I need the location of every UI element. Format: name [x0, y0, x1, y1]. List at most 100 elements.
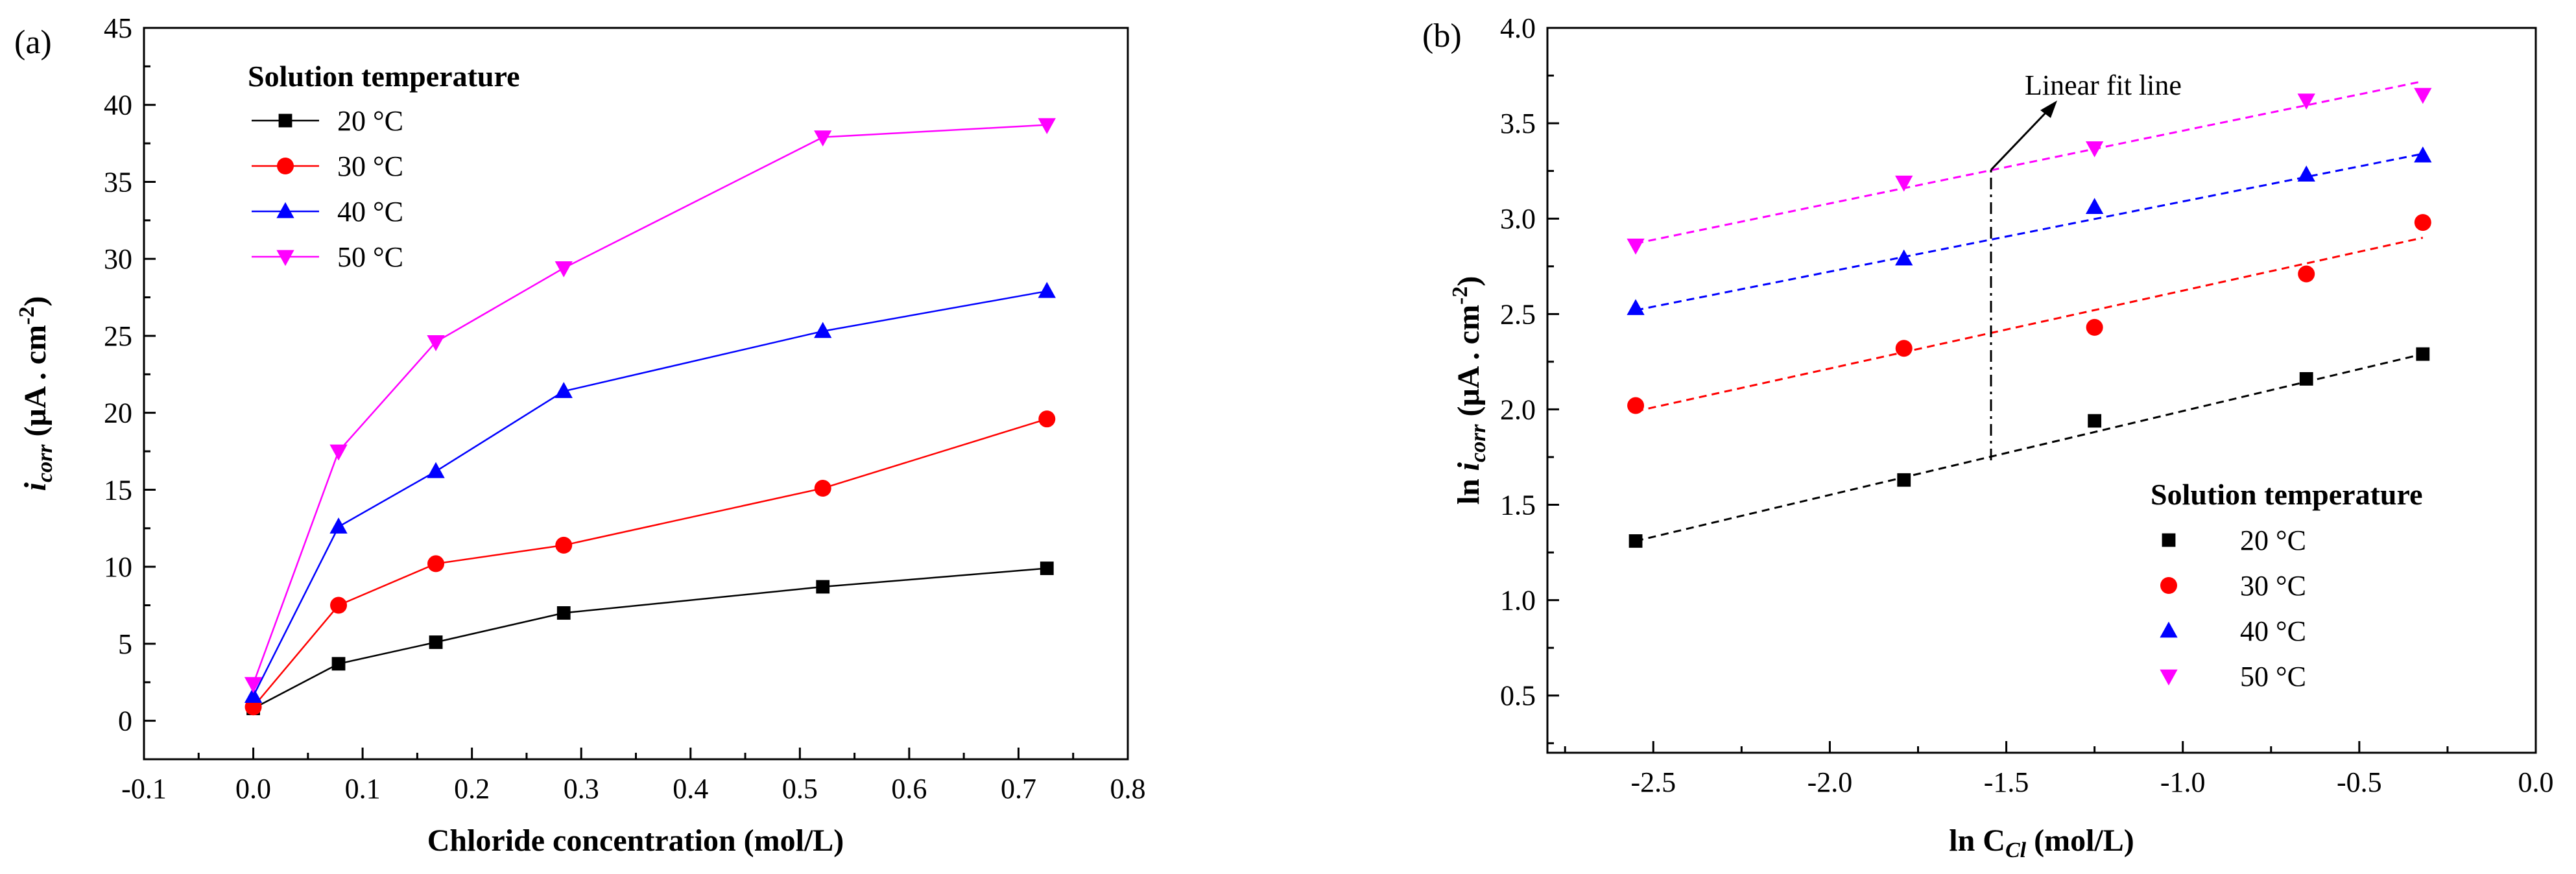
chart-b-legend-marker [2160, 669, 2178, 686]
chart-b-y-tick-label: 4.0 [1500, 12, 1536, 44]
chart-a-data-point [244, 677, 263, 693]
chart-a-y-tick-label: 0 [118, 705, 132, 737]
chart-b: (b) ln CCl (mol/L) ln icorr (μA . cm-2) … [1422, 12, 2554, 862]
chart-a-data-point [331, 657, 346, 671]
chart-b-data-point [2414, 146, 2432, 163]
chart-a-data-point [555, 261, 573, 278]
chart-b-legend-label: 30 °C [2240, 570, 2306, 602]
chart-b-data-point [1897, 473, 1911, 487]
chart-a-y-tick-label: 10 [104, 551, 132, 583]
chart-a-data-point [1038, 281, 1056, 298]
chart-b-y-tick-label: 1.0 [1500, 585, 1536, 617]
chart-b-legend-label: 40 °C [2240, 615, 2306, 647]
chart-b-legend-label: 50 °C [2240, 661, 2306, 692]
chart-a-legend-marker [278, 113, 292, 128]
chart-b-data-point [2298, 265, 2315, 283]
chart-b-legend-label: 20 °C [2240, 525, 2306, 556]
chart-a-y-tick-label: 35 [104, 166, 132, 198]
chart-a-data-point [329, 444, 348, 461]
chart-b-data-point [1895, 249, 1913, 266]
chart-a-x-tick-label: 0.7 [1001, 773, 1036, 805]
chart-a-data-point [427, 462, 445, 478]
chart-b-data-point [2085, 198, 2104, 214]
chart-a-y-tick-label: 15 [104, 474, 132, 506]
chart-a-x-axis-label: Chloride concentration (mol/L) [427, 823, 844, 858]
chart-a-y-tick-label: 40 [104, 89, 132, 121]
chart-a-data-point [814, 130, 832, 147]
chart-b-data-point [1627, 299, 1645, 315]
chart-a-legend-label: 20 °C [337, 105, 403, 137]
chart-b-data-point [2086, 318, 2103, 336]
chart-a-x-tick-label: 0.6 [891, 773, 927, 805]
chart-a-legend-title: Solution temperature [248, 60, 520, 93]
chart-b-x-tick-label: -1.0 [2160, 766, 2206, 798]
chart-a-legend-marker [276, 250, 294, 266]
chart-b-y-tick-label: 0.5 [1500, 680, 1536, 712]
chart-b-annotation-arrowhead [2040, 100, 2057, 118]
chart-b-y-tick-label: 2.0 [1500, 394, 1536, 425]
chart-a-legend-label: 40 °C [337, 196, 403, 228]
chart-a-data-point [429, 635, 443, 649]
chart-a-y-tick-label: 30 [104, 243, 132, 275]
chart-a-x-tick-label: 0.1 [345, 773, 381, 805]
chart-a-x-tick-label: 0.5 [782, 773, 818, 805]
chart-b-x-tick-label: -0.5 [2337, 766, 2382, 798]
chart-a-series-line [252, 290, 1047, 697]
chart-b-y-tick-label: 2.5 [1500, 298, 1536, 330]
chart-a-legend: 20 °C 30 °C 40 °C 50 °C [252, 105, 403, 273]
chart-a-data-point [555, 382, 573, 398]
chart-b-x-tick-label: -1.5 [1984, 766, 2029, 798]
chart-b-x-tick-label: -2.5 [1630, 766, 1676, 798]
chart-a-y-tick-label: 45 [104, 12, 132, 44]
chart-b-panel-label: (b) [1422, 18, 1462, 54]
chart-b-frame [1546, 27, 2537, 754]
chart-b-annotation-text: Linear fit line [2025, 69, 2182, 101]
chart-b-y-tick-label: 3.0 [1500, 203, 1536, 235]
chart-a-data-point [816, 580, 830, 594]
chart-a-data-point [329, 517, 348, 534]
chart-a-x-tick-label: 0.3 [564, 773, 599, 805]
chart-a-frame [143, 27, 1129, 761]
chart-b-data-point [1627, 239, 1645, 255]
chart-b-data-point [1895, 340, 1913, 357]
chart-a-legend-marker [277, 158, 294, 174]
chart-b-data-point [2414, 88, 2432, 104]
chart-b-x-axis-label: ln CCl (mol/L) [1949, 823, 2134, 862]
chart-a-data-point [244, 687, 263, 703]
chart-a-legend-marker [276, 202, 294, 218]
chart-b-fit-line [1635, 80, 2424, 244]
chart-a-series-line [252, 567, 1047, 709]
chart-b-legend: 20 °C 30 °C 40 °C 50 °C [2160, 525, 2306, 692]
chart-b-x-tick-label: -2.0 [1807, 766, 1853, 798]
chart-a-series-line [252, 124, 1047, 685]
chart-a-data-point [1038, 410, 1056, 428]
chart-b-legend-marker [2160, 621, 2178, 638]
chart-b-legend-marker [2162, 533, 2176, 547]
chart-a-legend-label: 30 °C [337, 150, 403, 182]
chart-a-y-tick-label: 20 [104, 397, 132, 429]
chart-a-x-tick-label: 0.2 [454, 773, 490, 805]
chart-a-data-point [427, 335, 445, 351]
chart-a-x-tick-label: 0.8 [1110, 773, 1146, 805]
chart-a-y-tick-label: 25 [104, 320, 132, 352]
chart-b-fit-line [1635, 152, 2424, 311]
chart-b-data-point [2085, 141, 2104, 158]
chart-b-legend-marker [2160, 577, 2177, 594]
chart-a-x-tick-label: 0.0 [235, 773, 271, 805]
chart-a-data-point [1040, 561, 1054, 575]
chart-b-data-point [2416, 347, 2430, 361]
chart-b-data-point [2299, 372, 2313, 386]
chart-a-data-point [555, 536, 573, 554]
chart-b-data-point [2414, 214, 2431, 231]
chart-a-legend-label: 50 °C [337, 241, 403, 273]
chart-a-data-point [556, 606, 571, 620]
chart-b-y-tick-label: 1.5 [1500, 490, 1536, 521]
chart-a-data-point [427, 555, 445, 573]
chart-b-data-point [2088, 414, 2102, 428]
chart-a-panel-label: (a) [14, 24, 52, 61]
chart-b-data-point [2297, 93, 2315, 110]
chart-b-data-point [1628, 534, 1643, 548]
chart-a-data-point [330, 596, 348, 614]
chart-a-y-axis-label: icorr (μA . cm-2) [15, 296, 57, 491]
